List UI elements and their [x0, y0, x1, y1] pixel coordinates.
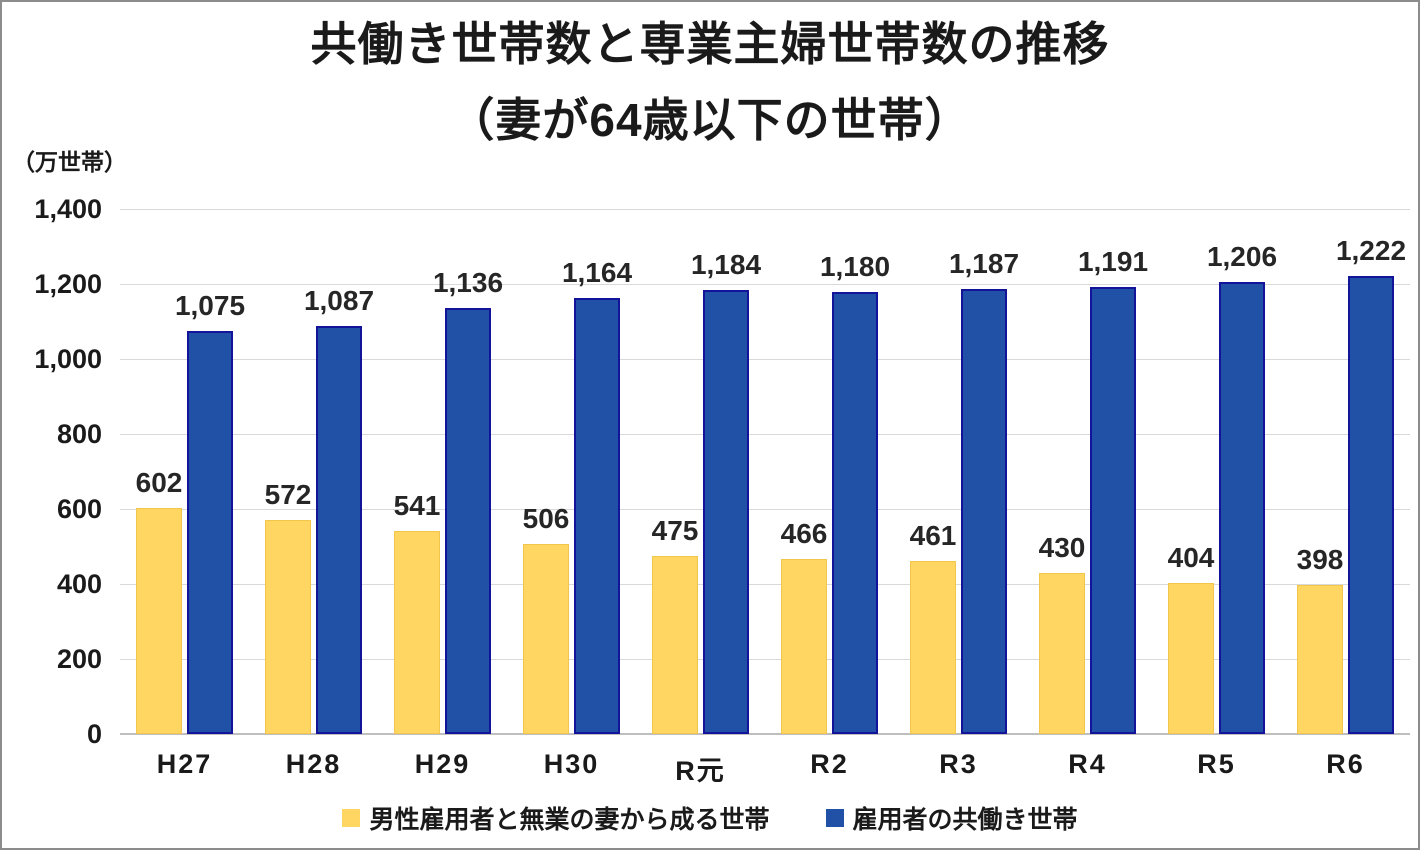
y-tick-label: 0	[86, 719, 102, 749]
bar-value-label: 1,087	[303, 285, 375, 317]
bar-dual-income-R3	[961, 288, 1007, 734]
bar-value-label: 1,191	[1077, 246, 1149, 278]
bar-housewife-H27	[136, 508, 182, 734]
bar-value-label: 466	[780, 518, 828, 550]
x-tick-label-R4: R4	[1068, 749, 1107, 779]
bar-dual-income-R4	[1090, 287, 1136, 734]
bar-dual-income-H29	[445, 308, 491, 734]
bar-housewife-H30	[523, 544, 569, 734]
gridline	[120, 208, 1410, 210]
legend-swatch-blue	[825, 809, 844, 827]
bar-value-label: 1,180	[819, 250, 891, 282]
bar-value-label: 1,184	[690, 249, 762, 280]
x-tick-label-R元: R元	[675, 756, 726, 786]
y-axis-unit-label: （万世帯）	[12, 149, 127, 175]
x-tick-label-R5: R5	[1197, 749, 1236, 779]
bar-dual-income-R5	[1219, 281, 1265, 734]
y-tick-label: 800	[56, 419, 102, 449]
y-tick-label: 600	[56, 494, 102, 524]
bar-dual-income-R6	[1348, 275, 1394, 734]
bar-value-label: 1,075	[174, 289, 246, 321]
x-axis-baseline	[120, 733, 1410, 735]
y-tick-label: 1,000	[34, 344, 102, 374]
bar-value-label: 1,164	[561, 256, 633, 288]
x-tick-label-H27: H27	[156, 749, 213, 779]
gridline	[120, 658, 1410, 660]
bar-value-label: 475	[651, 514, 699, 546]
gridline	[120, 433, 1410, 435]
y-tick-label: 1,200	[34, 269, 102, 299]
gridline	[120, 283, 1410, 285]
bar-dual-income-H30	[574, 297, 620, 734]
legend-item-dual-income-households: 雇用者の共働き世帯	[825, 800, 1078, 836]
legend-label-housewife-households: 男性雇用者と無業の妻から成る世帯	[369, 806, 770, 834]
legend: 男性雇用者と無業の妻から成る世帯 雇用者の共働き世帯	[2, 796, 1418, 840]
chart-title-line2: （妻が64歳以下の世帯）	[448, 94, 972, 146]
bar-value-label: 1,222	[1335, 234, 1407, 266]
bar-value-label: 1,206	[1206, 240, 1278, 272]
bar-housewife-R6	[1297, 584, 1343, 734]
gridline	[120, 583, 1410, 585]
bar-value-label: 1,136	[432, 267, 504, 298]
bar-value-label: 430	[1038, 531, 1086, 563]
legend-swatch-yellow	[342, 809, 361, 827]
x-tick-label-H29: H29	[414, 749, 471, 779]
bar-dual-income-H27	[187, 330, 233, 734]
gridline	[120, 358, 1410, 360]
bar-housewife-R4	[1039, 572, 1085, 734]
y-tick-label: 200	[56, 644, 102, 674]
bar-value-label: 398	[1296, 543, 1344, 575]
bar-dual-income-R元	[703, 290, 749, 734]
bar-value-label: 1,187	[948, 247, 1020, 279]
bar-value-label: 461	[909, 520, 957, 552]
bar-housewife-H29	[394, 531, 440, 734]
x-tick-label-R2: R2	[810, 749, 849, 779]
chart-title-line1: 共働き世帯数と専業主婦世帯数の推移	[310, 18, 1110, 70]
legend-item-housewife-households: 男性雇用者と無業の妻から成る世帯	[342, 800, 770, 836]
x-tick-label-R3: R3	[939, 749, 978, 779]
x-tick-label-R6: R6	[1326, 749, 1365, 779]
bar-housewife-R元	[652, 555, 698, 734]
bar-value-label: 506	[522, 503, 570, 535]
bar-housewife-R3	[910, 561, 956, 734]
x-tick-label-H30: H30	[543, 749, 600, 779]
y-tick-label: 400	[56, 569, 102, 599]
bar-value-label: 404	[1167, 541, 1215, 573]
bar-value-label: 541	[393, 490, 441, 522]
gridline	[120, 508, 1410, 510]
x-tick-label-H28: H28	[285, 749, 342, 779]
bar-dual-income-H28	[316, 326, 362, 734]
bar-value-label: 572	[264, 478, 312, 510]
y-tick-label: 1,400	[34, 194, 102, 224]
bar-housewife-R2	[781, 559, 827, 734]
bar-value-label: 602	[135, 467, 183, 499]
bar-dual-income-R2	[832, 291, 878, 734]
bar-housewife-H28	[265, 519, 311, 734]
bar-housewife-R5	[1168, 582, 1214, 734]
legend-label-dual-income-households: 雇用者の共働き世帯	[852, 806, 1078, 834]
